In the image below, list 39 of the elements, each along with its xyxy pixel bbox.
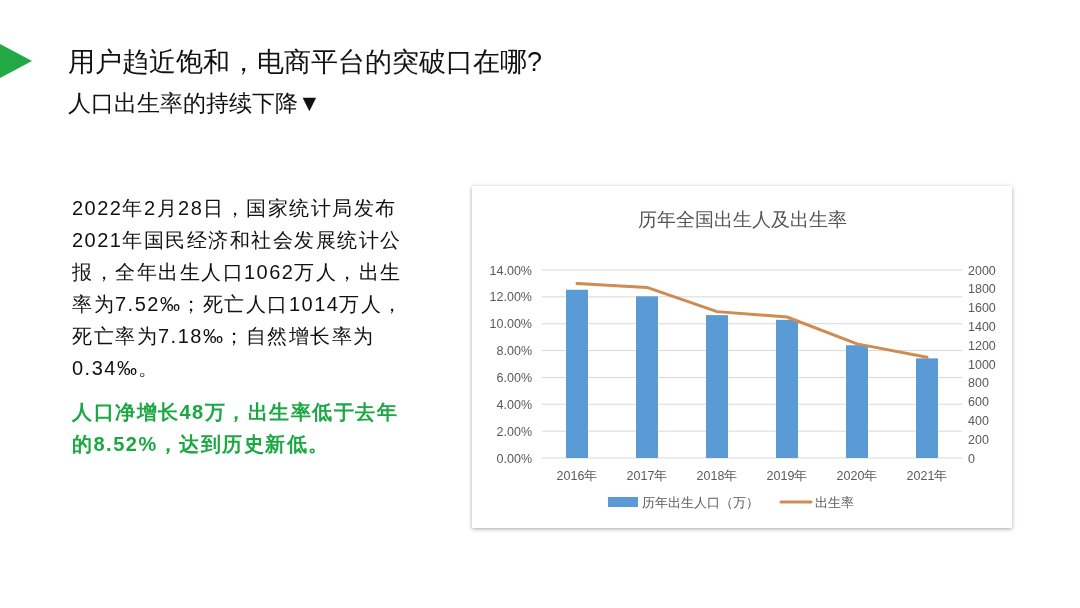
x-tick-label: 2018年 <box>696 469 738 483</box>
y-tick-label: 14.00% <box>489 263 532 278</box>
x-tick-label: 2021年 <box>906 469 948 483</box>
bar <box>776 319 798 458</box>
legend-label: 出生率 <box>815 495 854 510</box>
x-tick-label: 2019年 <box>766 469 808 483</box>
y-tick-label: 8.00% <box>496 344 532 359</box>
legend-label: 历年出生人口（万） <box>642 495 759 510</box>
y-tick-label: 12.00% <box>489 290 532 305</box>
line-series <box>575 281 929 359</box>
chart-title: 历年全国出生人及出生率 <box>637 208 847 230</box>
y2-tick-label: 400 <box>968 413 989 428</box>
y2-tick-label: 800 <box>968 376 989 391</box>
y-tick-label: 6.00% <box>496 370 532 385</box>
text: 人口出生率的持续下降▼ <box>68 89 321 118</box>
bar <box>566 289 588 458</box>
text: 用户趋近饱和，电商平台的突破口在哪? <box>68 46 543 79</box>
y2-tick-label: 1200 <box>968 338 996 353</box>
y2-tick-label: 600 <box>968 395 989 410</box>
y2-tick-label: 0 <box>968 451 975 466</box>
y-tick-label: 4.00% <box>496 397 532 412</box>
y-tick-label: 2.00% <box>496 424 532 439</box>
bar <box>636 296 658 458</box>
x-tick-label: 2020年 <box>836 469 878 483</box>
y2-tick-label: 200 <box>968 432 989 447</box>
y-tick-label: 10.00% <box>489 317 532 332</box>
x-tick-label: 2017年 <box>626 469 668 483</box>
y2-tick-label: 1000 <box>968 357 996 372</box>
text: 2022年2月28日，国家统计局发布2021年国民经济和社会发展统计公报，全年出生人口1062万人，出生率为7.52‰；死亡人口1014万人，死亡率为7.18‰；自然增长率为0.34‰。 <box>72 196 405 381</box>
text: 人口净增长48万，出生率低于去年的8.52%，达到历史新低。 <box>72 400 400 457</box>
y2-tick-label: 1600 <box>968 301 996 316</box>
bar <box>916 358 938 458</box>
y2-tick-label: 2000 <box>968 263 996 278</box>
bar <box>846 345 868 458</box>
bar <box>706 315 728 458</box>
y2-tick-label: 1800 <box>968 282 996 297</box>
y-tick-label: 0.00% <box>496 451 532 466</box>
y2-tick-label: 1400 <box>968 319 996 334</box>
x-tick-label: 2016年 <box>556 469 598 483</box>
